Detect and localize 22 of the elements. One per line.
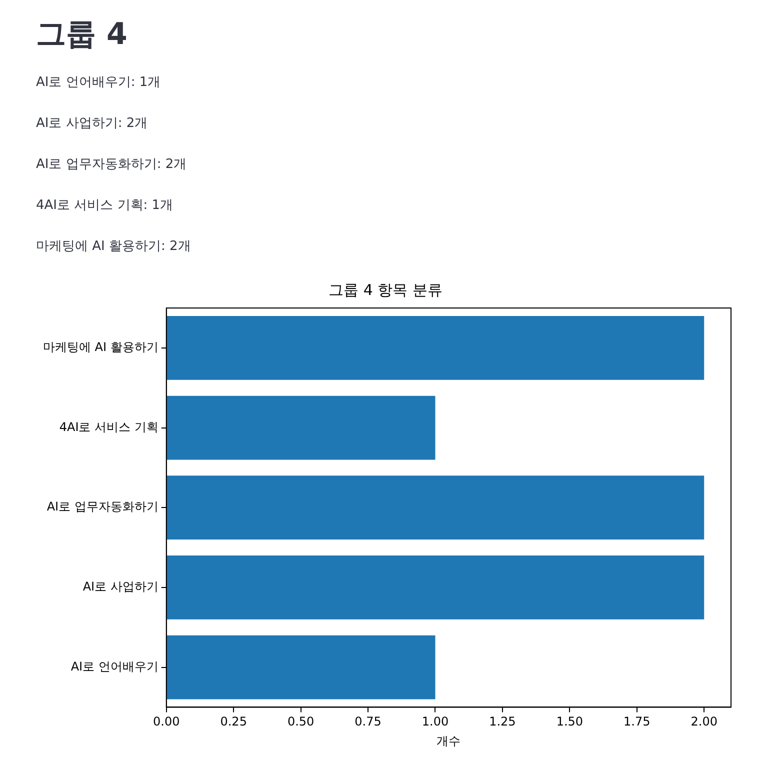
y-tick-label: 마케팅에 AI 활용하기 xyxy=(42,340,158,354)
y-tick-label: AI로 사업하기 xyxy=(82,580,158,594)
x-tick-label: 1.00 xyxy=(422,714,449,729)
chart-title: 그룹 4 항목 분류 xyxy=(328,280,442,299)
x-tick-label: 0.75 xyxy=(354,714,382,729)
x-tick-label: 0.00 xyxy=(153,714,180,729)
y-tick-label: 4AI로 서비스 기획 xyxy=(59,420,158,434)
y-tick-label: AI로 업무자동화하기 xyxy=(46,500,158,514)
x-axis-title: 개수 xyxy=(436,734,461,748)
text: 마케팅에 AI 활용하기: 2개 xyxy=(36,238,192,255)
y-tick-label: AI로 언어배우기 xyxy=(70,659,158,674)
x-tick-label: 1.25 xyxy=(489,714,516,729)
x-tick-label: 2.00 xyxy=(690,714,718,729)
x-tick-label: 1.50 xyxy=(556,714,584,729)
text: 그룹 4 xyxy=(36,16,128,54)
x-tick-label: 0.25 xyxy=(220,714,247,729)
text: AI로 언어배우기: 1개 xyxy=(36,74,162,91)
text: AI로 사업하기: 2개 xyxy=(36,115,149,132)
x-tick-label: 0.50 xyxy=(287,714,314,729)
text: AI로 업무자동화하기: 2개 xyxy=(36,156,188,173)
x-tick-label: 1.75 xyxy=(624,714,650,729)
text: 4AI로 서비스 기획: 1개 xyxy=(36,197,174,214)
